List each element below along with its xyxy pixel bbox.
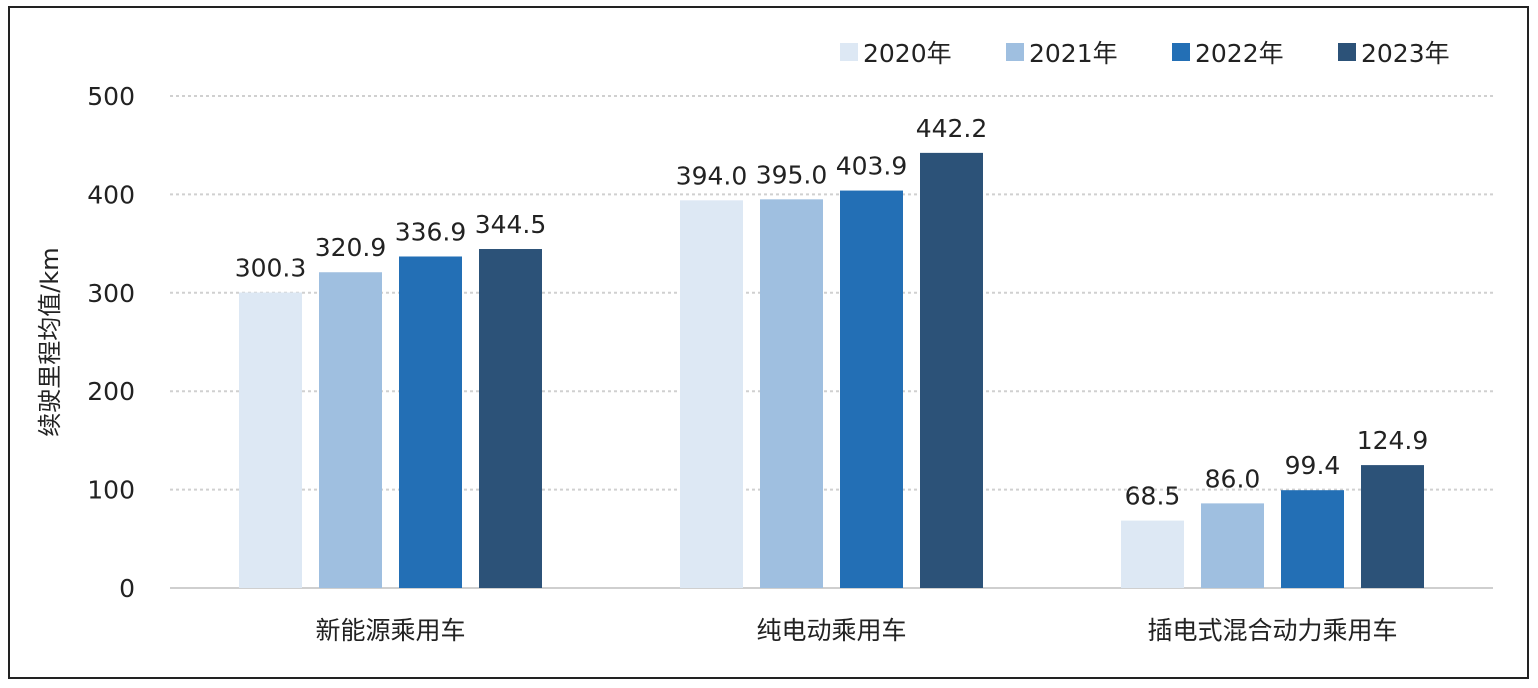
data-label: 320.9 xyxy=(315,233,387,262)
data-label: 68.5 xyxy=(1125,482,1181,511)
bar xyxy=(1361,465,1424,588)
y-tick-label: 300 xyxy=(87,279,135,308)
bar xyxy=(1281,490,1344,588)
legend-label: 2021年 xyxy=(1029,39,1118,68)
legend-label: 2022年 xyxy=(1195,39,1284,68)
legend-swatch xyxy=(840,43,858,61)
gridlines xyxy=(170,95,1493,491)
bar xyxy=(840,190,903,589)
bar xyxy=(239,292,302,588)
x-tick-label: 新能源乘用车 xyxy=(315,616,465,645)
data-label: 394.0 xyxy=(676,161,748,190)
y-tick-label: 500 xyxy=(87,82,135,111)
bar xyxy=(319,272,382,588)
y-axis-label: 续驶里程均值/km xyxy=(36,247,64,436)
y-tick-label: 100 xyxy=(87,476,135,505)
bar xyxy=(1201,503,1264,588)
bar xyxy=(399,256,462,588)
data-label: 336.9 xyxy=(395,217,467,246)
data-label: 99.4 xyxy=(1285,451,1341,480)
data-label: 395.0 xyxy=(756,160,828,189)
data-label: 124.9 xyxy=(1357,426,1429,455)
legend-swatch xyxy=(1338,43,1356,61)
legend-label: 2023年 xyxy=(1361,39,1450,68)
bar xyxy=(760,199,823,588)
axes: 0 100 200 300 400 500 新能源乘用车 纯电动乘用车 插电式混合动力乘用车 xyxy=(87,82,1493,645)
x-tick-label: 纯电动乘用车 xyxy=(756,616,906,645)
data-label: 403.9 xyxy=(836,152,908,181)
legend-swatch xyxy=(1006,43,1024,61)
y-tick-label: 400 xyxy=(87,180,135,209)
bar xyxy=(680,200,743,588)
bars xyxy=(239,152,1424,589)
data-label: 300.3 xyxy=(235,254,307,283)
data-label: 442.2 xyxy=(916,114,988,143)
y-tick-label: 200 xyxy=(87,377,135,406)
legend-swatch xyxy=(1172,43,1190,61)
y-tick-label: 0 xyxy=(119,574,135,603)
bar xyxy=(1121,520,1184,588)
bar xyxy=(920,152,983,589)
legend-label: 2020年 xyxy=(863,39,952,68)
legend: 2020年 2021年 2022年 2023年 xyxy=(840,39,1450,68)
data-label: 86.0 xyxy=(1205,464,1261,493)
data-label: 344.5 xyxy=(475,210,547,239)
data-labels: 300.3 320.9 336.9 344.5 394.0 395.0 403.9 442.2… xyxy=(235,114,1429,511)
bar xyxy=(479,249,542,588)
x-tick-label: 插电式混合动力乘用车 xyxy=(1147,616,1397,645)
